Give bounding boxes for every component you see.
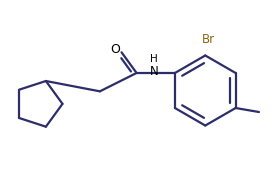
Text: Br: Br	[201, 33, 215, 46]
Text: O: O	[111, 43, 120, 56]
Text: N: N	[150, 65, 158, 78]
Text: H: H	[150, 54, 158, 64]
